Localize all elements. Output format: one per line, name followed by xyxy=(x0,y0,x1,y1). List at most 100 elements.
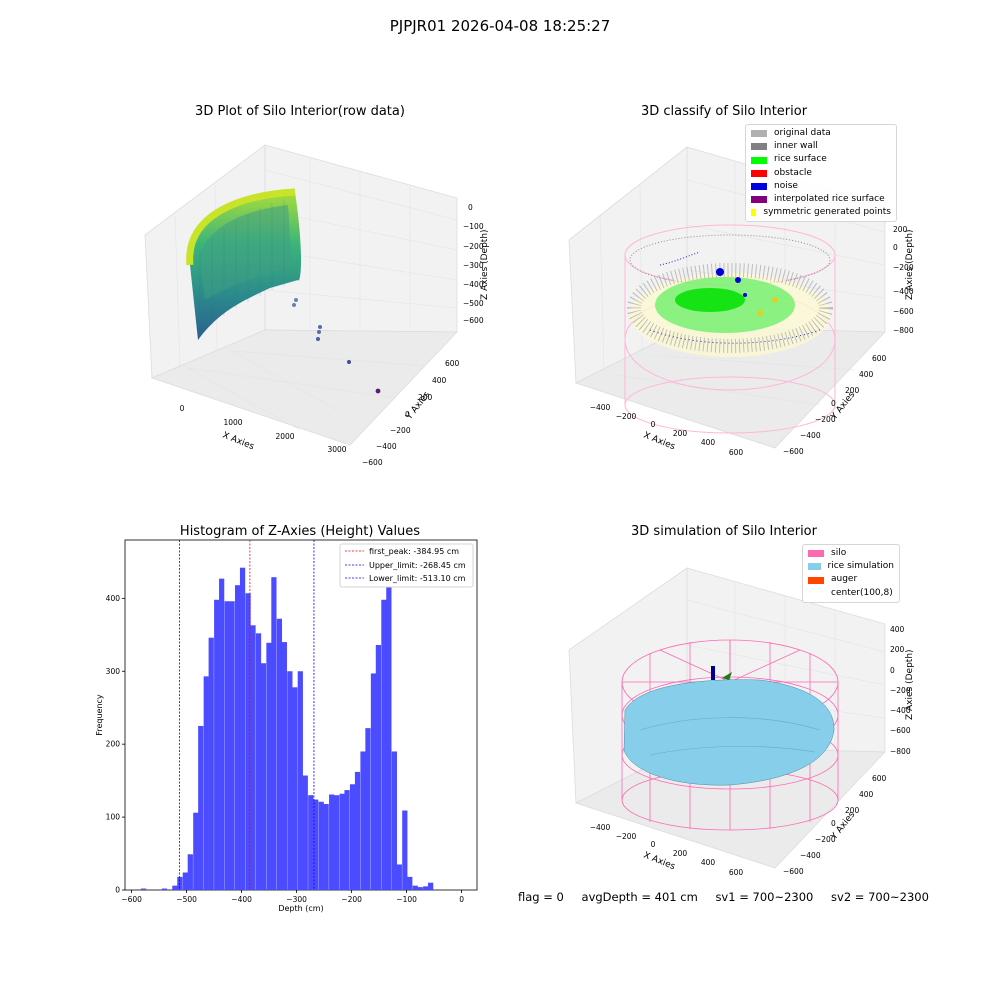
simulation-ztick-4: −400 xyxy=(890,706,911,715)
simulation-plot-title: 3D simulation of Silo Interior xyxy=(631,524,817,539)
simulation-xtick-0: −400 xyxy=(590,823,611,832)
flag-text: flag = 0 xyxy=(518,890,564,904)
legend-label: interpolated rice surface xyxy=(774,194,885,205)
legend-label: obstacle xyxy=(774,167,812,178)
histogram-ytick-label: 100 xyxy=(106,813,121,822)
histogram-xtick-label: −100 xyxy=(396,895,417,904)
legend-item: symmetric generated points xyxy=(751,206,891,219)
auger-shaft xyxy=(711,666,715,680)
classify-ytick-0: 600 xyxy=(872,354,887,363)
legend-item: interpolated rice surface xyxy=(751,193,891,206)
histogram-xtick-label: −200 xyxy=(341,895,362,904)
legend-label: rice surface xyxy=(774,154,827,165)
simulation-ytick-4: −200 xyxy=(815,835,836,844)
histogram-bar xyxy=(365,728,371,891)
legend-label-lower-limit: Lower_limit: -513.10 cm xyxy=(369,574,466,583)
simulation-ztick-5: −600 xyxy=(890,726,911,735)
legend-label-upper-limit: Upper_limit: -268.45 cm xyxy=(369,561,466,570)
legend-item: silo xyxy=(808,547,894,560)
classify-xtick-5: 600 xyxy=(729,448,744,457)
raw-ztick-2: −200 xyxy=(463,242,484,251)
simulation-ytick-5: −400 xyxy=(800,851,821,860)
legend-label: center(100,8) xyxy=(831,587,893,598)
histogram-bar xyxy=(396,864,402,890)
histogram-bar xyxy=(276,618,283,890)
histogram-bar xyxy=(381,599,387,890)
histogram-bar xyxy=(229,601,235,890)
simulation-ztick-0: 400 xyxy=(890,625,905,634)
classify-ztick-1: 0 xyxy=(893,243,898,252)
histogram-bars xyxy=(140,560,434,891)
histogram-bar xyxy=(344,790,350,890)
legend-item: obstacle xyxy=(751,167,891,180)
histogram-chart: −600 −500 −400 −300 −200 −100 0 0100200300400 … xyxy=(95,539,478,913)
classify-floor-pane xyxy=(574,326,886,449)
simulation-legend: silo rice simulation auger center(100,8) xyxy=(802,544,900,603)
histogram-xtick-label: 0 xyxy=(459,895,464,904)
raw-ztick-6: −600 xyxy=(463,316,484,325)
histogram-bar xyxy=(375,645,382,890)
histogram-reference-lines xyxy=(178,540,315,890)
raw-ztick-5: −500 xyxy=(463,299,484,308)
raw-ytick-4: −200 xyxy=(390,426,411,435)
legend-label: original data xyxy=(774,128,831,138)
raw-xtick-2: 2000 xyxy=(275,432,294,441)
simulation-xtick-5: 600 xyxy=(729,868,744,877)
classify-xtick-1: −200 xyxy=(616,412,637,421)
histogram-bar xyxy=(297,671,303,890)
histogram-bar xyxy=(182,872,188,890)
histogram-bar xyxy=(318,801,324,890)
classify-3d-plot: −400 −200 0 200 400 600 600 400 200 0 −2… xyxy=(568,146,915,457)
legend-item: center(100,8) xyxy=(808,587,894,600)
histogram-bar xyxy=(302,775,308,890)
avg-depth-text: avgDepth = 401 cm xyxy=(581,890,698,904)
legend-swatch xyxy=(751,209,757,217)
histogram-bar xyxy=(161,888,168,890)
histogram-bar xyxy=(423,886,429,890)
classify-ztick-0: 200 xyxy=(893,225,908,234)
legend-swatch xyxy=(751,182,767,190)
histogram-bar xyxy=(323,803,329,890)
simulation-ytick-2: 200 xyxy=(845,806,860,815)
histogram-bar xyxy=(313,799,319,890)
histogram-bar xyxy=(370,673,377,890)
legend-swatch xyxy=(751,130,767,138)
simulation-ztick-2: 0 xyxy=(890,666,895,675)
raw-ytick-0: 600 xyxy=(445,359,460,368)
histogram-bar xyxy=(402,810,408,890)
legend-item: rice surface xyxy=(751,153,891,166)
classify-xlabel: X Axies xyxy=(642,431,677,453)
simulation-ytick-6: −600 xyxy=(783,867,804,876)
histogram-bar xyxy=(308,795,314,890)
classify-xtick-4: 400 xyxy=(701,438,716,447)
histogram-legend: first_peak: -384.95 cm Upper_limit: -268… xyxy=(339,543,474,588)
histogram-xtick-label: −500 xyxy=(176,895,197,904)
classify-ytick-5: −400 xyxy=(800,431,821,440)
classify-ztick-2: −200 xyxy=(893,263,914,272)
simulation-ztick-1: 200 xyxy=(890,645,905,654)
classify-zlabel: Z Axies (Depth) xyxy=(905,229,915,300)
center-marker xyxy=(722,672,732,680)
figure-title: PJPJR01 2026-04-08 18:25:27 xyxy=(389,17,611,35)
histogram-bar xyxy=(187,854,193,890)
legend-label-first-peak: first_peak: -384.95 cm xyxy=(369,547,459,556)
histogram-bar xyxy=(391,751,397,890)
histogram-ytick-label: 0 xyxy=(115,886,120,895)
histogram-xtick-label: −600 xyxy=(121,895,142,904)
classify-xtick-0: −400 xyxy=(590,403,611,412)
histogram-bar xyxy=(339,793,345,890)
raw-plot-title: 3D Plot of Silo Interior(row data) xyxy=(195,104,405,119)
classify-ztick-5: −800 xyxy=(893,326,914,335)
legend-label: inner wall xyxy=(774,141,818,152)
histogram-xtick-label: −300 xyxy=(286,895,307,904)
simulation-ztick-6: −800 xyxy=(890,747,911,756)
histogram-bar xyxy=(208,637,214,890)
raw-zlabel: Z Axies (Depth) xyxy=(480,229,490,300)
classify-plot-title: 3D classify of Silo Interior xyxy=(640,104,808,119)
histogram-bar xyxy=(417,887,423,890)
histogram-bar xyxy=(235,585,241,890)
histogram-bar xyxy=(386,560,392,890)
legend-label: silo xyxy=(831,548,847,558)
raw-ytick-6: −600 xyxy=(362,458,383,467)
simulation-xtick-1: −200 xyxy=(616,832,637,841)
